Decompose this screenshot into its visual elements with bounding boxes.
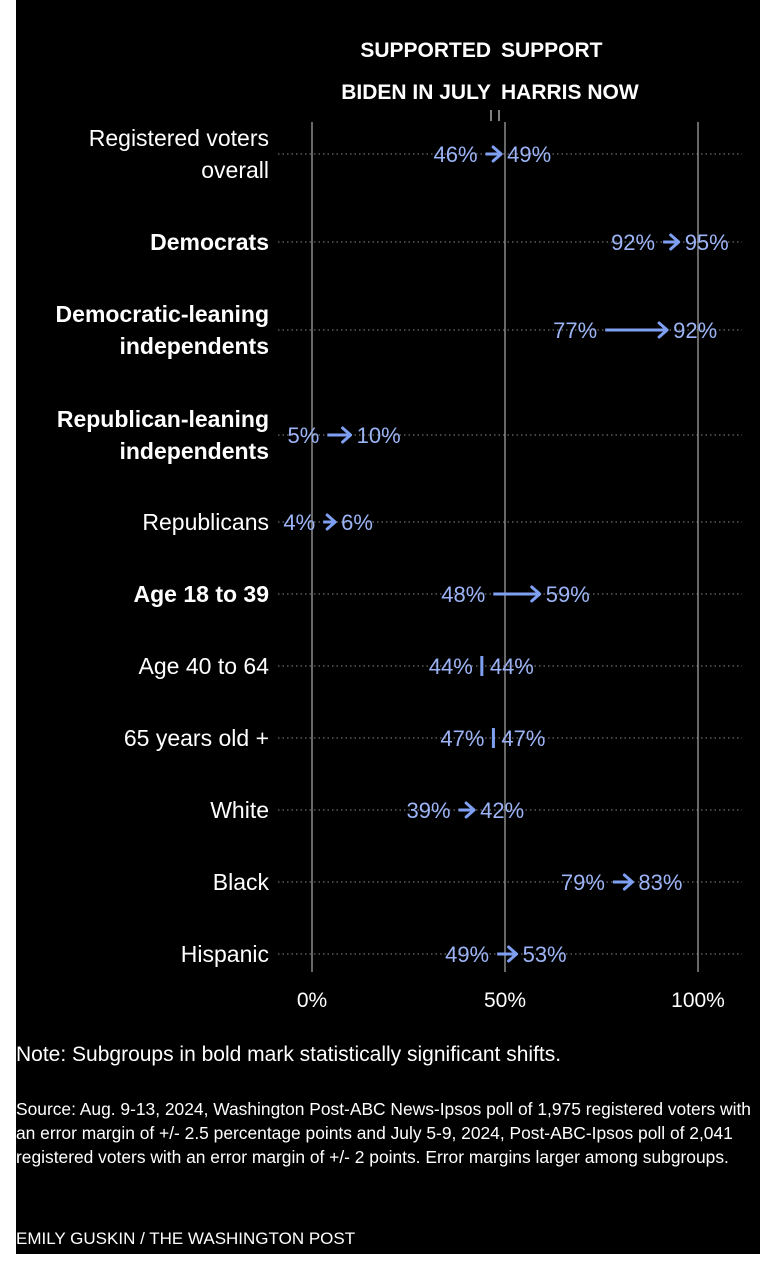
x-tick-label: 100% — [671, 989, 725, 1012]
row-label: Registered voters — [89, 125, 269, 151]
value-after: 44% — [490, 654, 534, 679]
change-arrow-head — [507, 945, 519, 963]
change-arrow-head — [530, 585, 542, 603]
value-after: 59% — [546, 582, 590, 607]
column-header-after: SUPPORT — [501, 39, 603, 62]
row-label: Democratic-leaning — [56, 301, 269, 327]
row-label: Republicans — [142, 509, 269, 535]
column-header-before: BIDEN IN JULY — [341, 81, 491, 104]
change-arrow-head — [491, 145, 503, 163]
change-arrow-head — [325, 513, 337, 531]
value-after: 92% — [673, 318, 717, 343]
value-after: 10% — [357, 423, 401, 448]
chart-source: Source: Aug. 9-13, 2024, Washington Post… — [16, 1099, 751, 1167]
column-header-before: SUPPORTED — [360, 39, 491, 62]
value-before: 92% — [611, 230, 655, 255]
change-arrow-head — [341, 426, 353, 444]
value-before: 4% — [283, 510, 315, 535]
row-label: Age 18 to 39 — [134, 581, 270, 607]
row-label: Age 40 to 64 — [139, 653, 270, 679]
value-before: 47% — [440, 726, 484, 751]
change-arrow-head — [464, 801, 476, 819]
column-header-after: HARRIS NOW — [501, 81, 639, 104]
row-label: White — [210, 797, 269, 823]
row-label: Democrats — [150, 229, 269, 255]
change-arrow-head — [657, 321, 669, 339]
value-after: 53% — [523, 942, 567, 967]
value-before: 46% — [434, 142, 478, 167]
value-before: 5% — [288, 423, 320, 448]
value-after: 42% — [480, 798, 524, 823]
chart-note: Note: Subgroups in bold mark statistical… — [16, 1043, 562, 1066]
value-after: 6% — [341, 510, 373, 535]
value-before: 49% — [445, 942, 489, 967]
row-label: Hispanic — [181, 941, 269, 967]
chart-panel: 0% 50% 100% SUPPORTED BIDEN IN JULY SUPPORT HA… — [16, 0, 760, 1254]
value-after: 95% — [685, 230, 729, 255]
value-before: 48% — [441, 582, 485, 607]
change-arrow-head — [669, 233, 681, 251]
row-label: Republican-leaning — [57, 406, 269, 432]
value-before: 77% — [553, 318, 597, 343]
row-label: Black — [213, 869, 270, 895]
x-tick-label: 0% — [297, 989, 327, 1012]
value-before: 44% — [429, 654, 473, 679]
value-before: 79% — [561, 870, 605, 895]
x-tick-label: 50% — [484, 989, 526, 1012]
value-before: 39% — [406, 798, 450, 823]
row-label: 65 years old + — [124, 725, 269, 751]
row-label: overall — [201, 157, 269, 183]
value-after: 47% — [501, 726, 545, 751]
value-after: 83% — [638, 870, 682, 895]
value-after: 49% — [507, 142, 551, 167]
change-arrow-head — [622, 873, 634, 891]
dot-arrow-chart: 0% 50% 100% SUPPORTED BIDEN IN JULY SUPPORT HA… — [56, 39, 742, 1012]
row-label: independents — [119, 333, 269, 359]
row-label: independents — [119, 438, 269, 464]
chart-credit: EMILY GUSKIN / THE WASHINGTON POST — [16, 1229, 356, 1248]
